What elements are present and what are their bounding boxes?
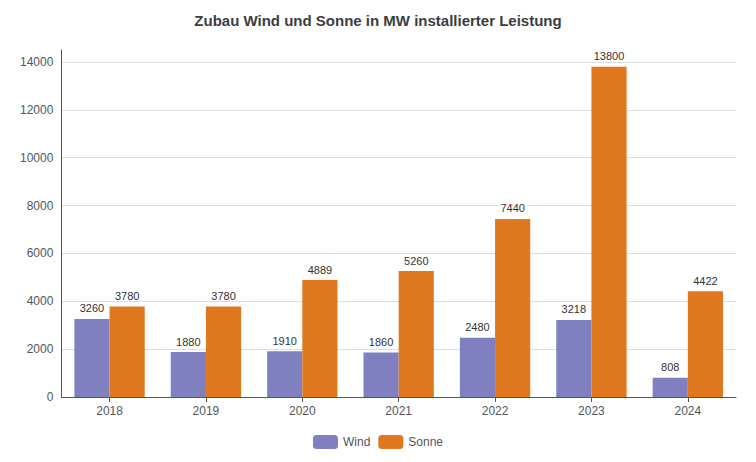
svg-text:2480: 2480 [465,321,489,333]
svg-text:2020: 2020 [289,404,316,418]
svg-text:1860: 1860 [369,336,393,348]
svg-text:14000: 14000 [20,55,54,69]
svg-text:3780: 3780 [115,290,139,302]
svg-text:1910: 1910 [272,335,296,347]
svg-text:10000: 10000 [20,151,54,165]
svg-text:3260: 3260 [80,302,104,314]
svg-text:13800: 13800 [594,50,625,62]
svg-text:4889: 4889 [308,264,332,276]
svg-text:3780: 3780 [211,290,235,302]
svg-text:2022: 2022 [482,404,509,418]
svg-text:808: 808 [661,361,679,373]
svg-text:7440: 7440 [500,202,524,214]
svg-text:Zubau Wind und Sonne in MW ins: Zubau Wind und Sonne in MW installierter… [194,12,561,29]
svg-text:6000: 6000 [27,246,54,260]
svg-text:2018: 2018 [96,404,123,418]
svg-text:Wind: Wind [343,435,370,449]
svg-text:2019: 2019 [193,404,220,418]
svg-text:1880: 1880 [176,336,200,348]
svg-text:4422: 4422 [693,275,717,287]
svg-text:0: 0 [47,390,54,404]
svg-text:2024: 2024 [674,404,701,418]
svg-text:Sonne: Sonne [408,435,443,449]
svg-text:5260: 5260 [404,255,428,267]
svg-text:2000: 2000 [27,342,54,356]
svg-text:4000: 4000 [27,294,54,308]
svg-text:8000: 8000 [27,199,54,213]
svg-text:12000: 12000 [20,103,54,117]
svg-text:2021: 2021 [385,404,412,418]
svg-text:3218: 3218 [562,303,586,315]
svg-text:2023: 2023 [578,404,605,418]
